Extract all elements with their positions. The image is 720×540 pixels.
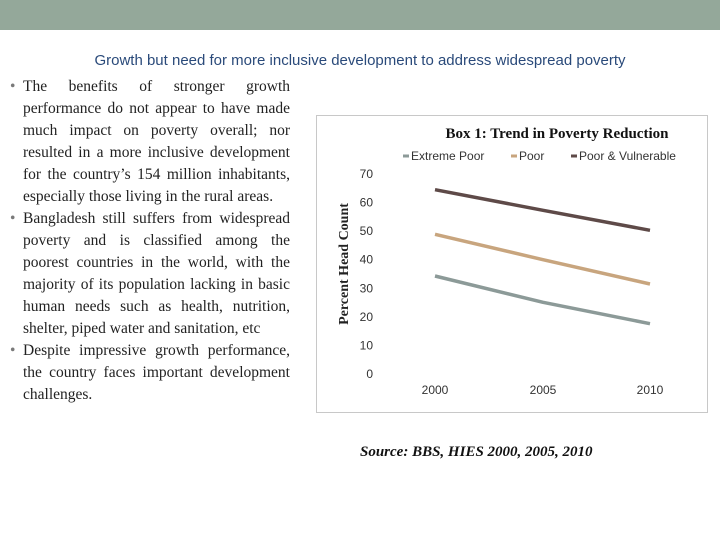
bullet-text: Bangladesh still suffers from widespread… bbox=[23, 210, 290, 337]
y-axis-label: Percent Head Count bbox=[337, 203, 352, 325]
y-tick-label: 10 bbox=[360, 338, 374, 352]
bullet-icon: • bbox=[10, 210, 16, 227]
chart-box: Box 1: Trend in Poverty Reduction Percen… bbox=[316, 115, 708, 413]
slide-title: Growth but need for more inclusive devel… bbox=[94, 52, 626, 69]
legend-entry: Poor bbox=[519, 149, 544, 163]
x-tick-label: 2000 bbox=[422, 383, 449, 397]
x-tick-label: 2010 bbox=[637, 383, 664, 397]
chart-title: Box 1: Trend in Poverty Reduction bbox=[446, 126, 670, 142]
header-bar bbox=[0, 0, 720, 30]
y-tick-label: 40 bbox=[360, 253, 374, 267]
bullet-text: Despite impressive growth performance, t… bbox=[23, 342, 290, 403]
bullet-icon: • bbox=[10, 78, 16, 95]
y-tick-label: 0 bbox=[366, 367, 373, 381]
bullet-item: • Bangladesh still suffers from widesprea… bbox=[10, 208, 290, 340]
y-tick-label: 70 bbox=[360, 167, 374, 181]
series-line bbox=[434, 274, 651, 326]
legend-entry: Extreme Poor bbox=[411, 149, 484, 163]
poverty-trend-chart: Box 1: Trend in Poverty Reduction Percen… bbox=[337, 126, 676, 397]
bullet-icon: • bbox=[10, 342, 16, 359]
y-tick-label: 50 bbox=[360, 224, 374, 238]
series-line bbox=[434, 187, 651, 233]
y-tick-label: 20 bbox=[360, 310, 374, 324]
y-tick-label: 60 bbox=[360, 196, 374, 210]
series-line bbox=[434, 232, 651, 286]
x-tick-label: 2005 bbox=[530, 383, 557, 397]
bullet-item: • The benefits of stronger growth perform… bbox=[10, 76, 290, 208]
legend-entry: Poor & Vulnerable bbox=[579, 149, 676, 163]
y-tick-label: 30 bbox=[360, 281, 374, 295]
bullet-list: • The benefits of stronger growth perform… bbox=[10, 76, 290, 406]
bullet-item: • Despite impressive growth performance, … bbox=[10, 340, 290, 406]
bullet-text: The benefits of stronger growth performa… bbox=[23, 78, 290, 205]
source-note: Source: BBS, HIES 2000, 2005, 2010 bbox=[360, 444, 593, 460]
